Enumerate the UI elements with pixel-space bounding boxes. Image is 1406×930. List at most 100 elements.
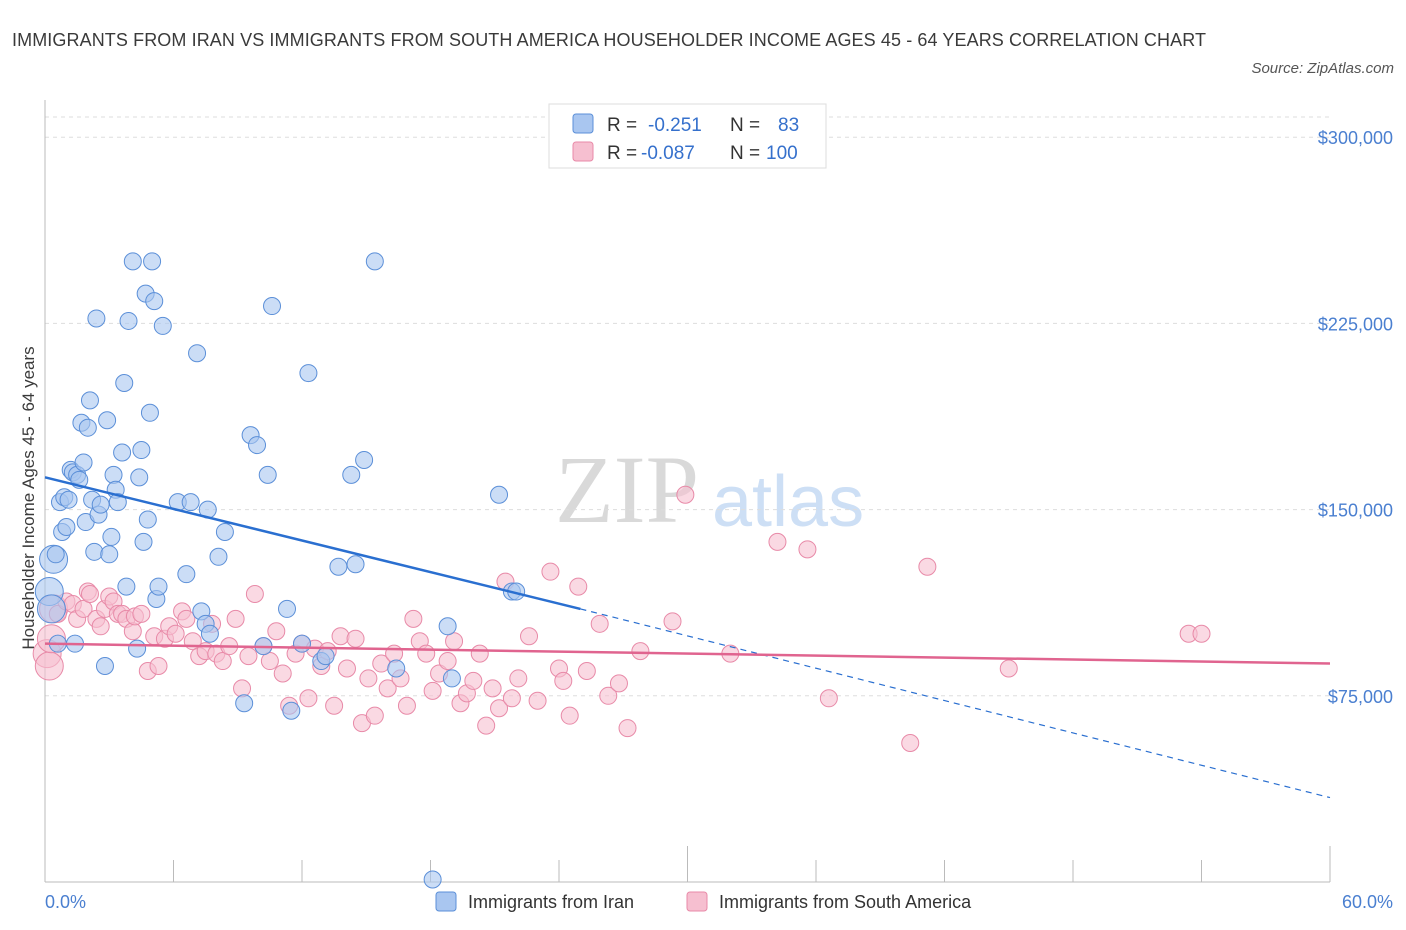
south-america-point (477, 716, 496, 735)
iran-point (263, 297, 282, 316)
legend: R = -0.251 N = 83 R = -0.087 N = 100 (548, 103, 827, 169)
south-america-point (609, 674, 628, 693)
south-america-point (502, 689, 521, 708)
south-america-point (631, 642, 650, 661)
south-america-point (80, 585, 99, 604)
iran-point (342, 465, 361, 484)
watermark-zip: ZIP (555, 436, 699, 543)
south-america-point (123, 622, 142, 641)
south-america-point (166, 624, 185, 643)
south-america-point (541, 562, 560, 581)
south-america-point (999, 659, 1018, 678)
iran-point (153, 316, 172, 335)
iran-point (442, 669, 461, 688)
south-america-point (560, 706, 579, 725)
south-america-point (325, 696, 344, 715)
x-tick-label-min: 0.0% (45, 892, 86, 912)
bottom-legend-label-south-america: Immigrants from South America (719, 892, 972, 912)
south-america-point (901, 733, 920, 752)
watermark-atlas: atlas (712, 462, 864, 542)
iran-point (329, 557, 348, 576)
south-america-point (404, 609, 423, 628)
south-america-point (34, 651, 64, 681)
south-america-point (464, 671, 483, 690)
south-america-point (132, 604, 151, 623)
legend-r-value-south-america: -0.087 (641, 143, 695, 164)
south-america-point (74, 599, 93, 618)
south-america-point (569, 577, 588, 596)
south-america-point (213, 652, 232, 671)
iran-point (200, 624, 219, 643)
legend-n-label-iran: N = (730, 115, 760, 136)
iran-point (490, 485, 509, 504)
iran-point (423, 870, 442, 889)
iran-point (130, 468, 149, 487)
grid-lines (45, 116, 1330, 697)
south-america-point (239, 647, 258, 666)
iran-point (57, 517, 76, 536)
iran-point (132, 441, 151, 460)
south-america-point (577, 661, 596, 680)
south-america-point (798, 540, 817, 559)
iran-point (258, 465, 277, 484)
x-tick-label-max: 60.0% (1342, 892, 1393, 912)
south-america-point (267, 622, 286, 641)
iran-point (36, 594, 66, 624)
iran-point (46, 545, 65, 564)
iran-point (215, 522, 234, 541)
south-america-point (676, 485, 695, 504)
south-america-point (483, 679, 502, 698)
iran-point (91, 495, 110, 514)
legend-n-label-south-america: N = (730, 143, 760, 164)
iran-trend-line (44, 476, 581, 611)
iran-point (104, 465, 123, 484)
south-america-point (177, 609, 196, 628)
y-tick-label: $75,000 (1328, 687, 1393, 707)
south-america-point (618, 719, 637, 738)
south-america-point (509, 669, 528, 688)
iran-point (346, 555, 365, 574)
south-america-point (1192, 624, 1211, 643)
south-america-point (359, 669, 378, 688)
south-america-point (385, 644, 404, 663)
iran-point (119, 311, 138, 330)
source-label: Source: ZipAtlas.com (1251, 60, 1394, 77)
south-america-point (346, 629, 365, 648)
south-america-point (417, 644, 436, 663)
iran-point (140, 403, 159, 422)
south-america-point (599, 686, 618, 705)
south-america-point (337, 659, 356, 678)
iran-point (78, 418, 97, 437)
y-tick-label: $225,000 (1318, 314, 1393, 334)
iran-point (102, 527, 121, 546)
south-america-point (378, 679, 397, 698)
chart-title: IMMIGRANTS FROM IRAN VS IMMIGRANTS FROM … (12, 30, 1207, 50)
iran-point (134, 532, 153, 551)
south-america-point (423, 681, 442, 700)
south-america-point (260, 652, 279, 671)
legend-r-label-south-america: R = (607, 143, 637, 164)
south-america-point (490, 699, 509, 718)
iran-point (108, 493, 127, 512)
legend-r-label-iran: R = (607, 115, 637, 136)
legend-n-value-iran: 83 (778, 115, 799, 136)
iran-point (438, 617, 457, 636)
iran-point (128, 639, 147, 658)
iran-point (143, 252, 162, 271)
iran-point (365, 252, 384, 271)
bottom-legend-swatch-south-america (686, 891, 708, 912)
iran-point (87, 309, 106, 328)
iran-point (316, 647, 335, 666)
iran-point (85, 542, 104, 561)
iran-point (293, 634, 311, 653)
iran-point (188, 344, 207, 363)
south-america-point (299, 689, 318, 708)
iran-point (74, 453, 93, 472)
iran-point (278, 599, 297, 618)
south-america-point (245, 585, 264, 604)
tick-labels: $75,000 $150,000 $225,000 $300,000 0.0% 60.0% (45, 128, 1393, 912)
iran-point (299, 364, 318, 383)
iran-point (209, 547, 228, 566)
series-iran-points (34, 252, 526, 889)
legend-swatch-south-america (572, 141, 594, 162)
